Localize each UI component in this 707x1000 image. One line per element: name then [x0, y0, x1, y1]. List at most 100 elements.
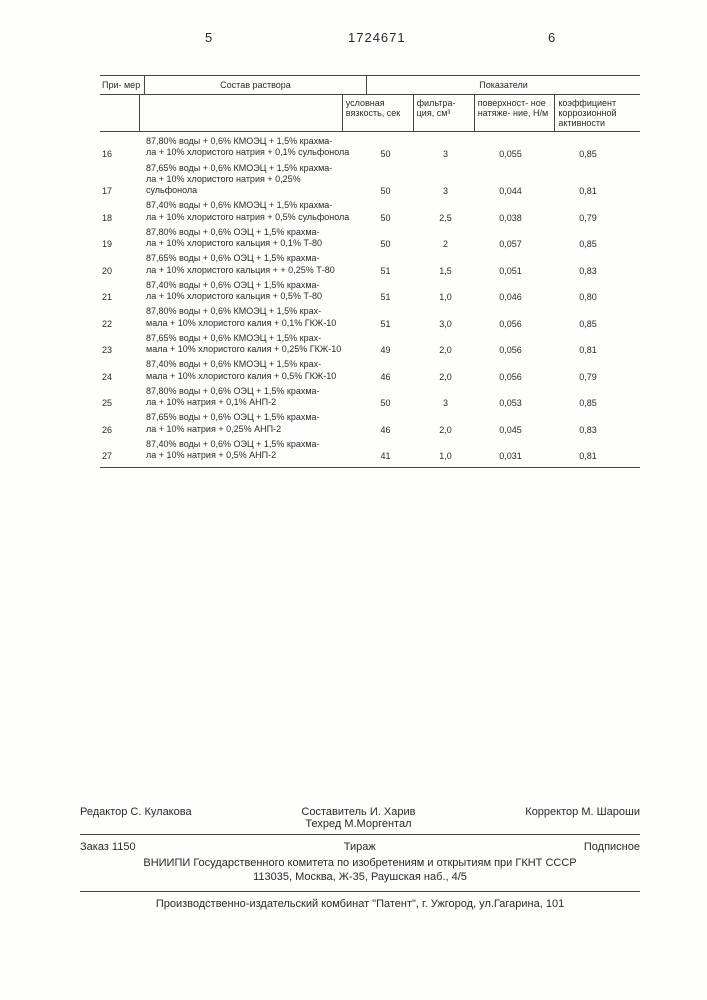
- row-viscosity: 41: [353, 451, 418, 461]
- table-row: 1687,80% воды + 0,6% КМОЭЦ + 1,5% крахма…: [100, 136, 640, 159]
- row-composition: 87,40% воды + 0,6% КМОЭЦ + 1,5% крах-мал…: [144, 359, 353, 382]
- table-endline: [100, 467, 640, 468]
- page: 5 1724671 6 При- мер Состав раствора Пок…: [0, 0, 707, 1000]
- zakaz: Заказ 1150: [80, 841, 136, 853]
- subheader-tension: поверхност- ное натяже- ние, Н/м: [475, 95, 556, 131]
- corrector: Корректор М. Шароши: [525, 806, 640, 830]
- row-composition: 87,40% воды + 0,6% КМОЭЦ + 1,5% крахма-л…: [144, 200, 353, 223]
- row-viscosity: 51: [353, 319, 418, 329]
- row-number: 23: [100, 345, 144, 355]
- row-number: 21: [100, 292, 144, 302]
- row-composition: 87,65% воды + 0,6% ОЭЦ + 1,5% крахма-ла …: [144, 412, 353, 435]
- table-subheader: условная вязкость, сек фильтра- ция, см³…: [100, 95, 640, 132]
- row-composition: 87,80% воды + 0,6% КМОЭЦ + 1,5% крахма-л…: [144, 136, 353, 159]
- podpisnoe: Подписное: [584, 841, 640, 853]
- row-filtration: 1,5: [418, 266, 473, 276]
- editor: Редактор С. Кулакова: [80, 806, 192, 830]
- subheader-corrosion: коэффициент коррозионной активности: [555, 95, 640, 131]
- table-row: 2787,40% воды + 0,6% ОЭЦ + 1,5% крахма-л…: [100, 439, 640, 462]
- row-number: 16: [100, 149, 144, 159]
- row-tension: 0,051: [473, 266, 548, 276]
- row-tension: 0,044: [473, 186, 548, 196]
- row-filtration: 3: [418, 398, 473, 408]
- row-composition: 87,65% воды + 0,6% ОЭЦ + 1,5% крахма-ла …: [144, 253, 353, 276]
- sostavitel-name: И. Харив: [370, 806, 416, 818]
- row-corrosion: 0,81: [548, 451, 628, 461]
- row-corrosion: 0,83: [548, 425, 628, 435]
- org-line: ВНИИПИ Государственного комитета по изоб…: [80, 857, 640, 869]
- data-table: При- мер Состав раствора Показатели усло…: [100, 75, 640, 468]
- row-composition: 87,80% воды + 0,6% КМОЭЦ + 1,5% крах-мал…: [144, 306, 353, 329]
- page-num-right: 6: [548, 30, 555, 45]
- row-viscosity: 50: [353, 239, 418, 249]
- row-number: 25: [100, 398, 144, 408]
- row-filtration: 3,0: [418, 319, 473, 329]
- row-corrosion: 0,83: [548, 266, 628, 276]
- tirazh: Тираж: [344, 841, 376, 853]
- table-row: 1887,40% воды + 0,6% КМОЭЦ + 1,5% крахма…: [100, 200, 640, 223]
- row-number: 24: [100, 372, 144, 382]
- subheader-viscosity: условная вязкость, сек: [343, 95, 414, 131]
- subheader-spacer: [140, 95, 342, 131]
- row-composition: 87,40% воды + 0,6% ОЭЦ + 1,5% крахма-ла …: [144, 439, 353, 462]
- table-row: 2487,40% воды + 0,6% КМОЭЦ + 1,5% крах-м…: [100, 359, 640, 382]
- table-row: 2687,65% воды + 0,6% ОЭЦ + 1,5% крахма-л…: [100, 412, 640, 435]
- header-pokazateli: Показатели: [367, 76, 640, 94]
- credits-line-1: Редактор С. Кулакова Составитель И. Хари…: [80, 802, 640, 830]
- row-composition: 87,65% воды + 0,6% КМОЭЦ + 1,5% крах-мал…: [144, 333, 353, 356]
- row-corrosion: 0,85: [548, 319, 628, 329]
- row-viscosity: 51: [353, 292, 418, 302]
- table-header: При- мер Состав раствора Показатели: [100, 75, 640, 95]
- row-composition: 87,80% воды + 0,6% ОЭЦ + 1,5% крахма-ла …: [144, 227, 353, 250]
- row-filtration: 2,5: [418, 213, 473, 223]
- row-corrosion: 0,79: [548, 372, 628, 382]
- row-corrosion: 0,81: [548, 186, 628, 196]
- row-viscosity: 49: [353, 345, 418, 355]
- row-viscosity: 50: [353, 186, 418, 196]
- table-row: 2587,80% воды + 0,6% ОЭЦ + 1,5% крахма-л…: [100, 386, 640, 409]
- row-filtration: 2,0: [418, 372, 473, 382]
- row-number: 19: [100, 239, 144, 249]
- row-filtration: 2: [418, 239, 473, 249]
- table-row: 2087,65% воды + 0,6% ОЭЦ + 1,5% крахма-л…: [100, 253, 640, 276]
- row-tension: 0,038: [473, 213, 548, 223]
- row-corrosion: 0,79: [548, 213, 628, 223]
- subheader-filtration: фильтра- ция, см³: [414, 95, 475, 131]
- corrector-name: М. Шароши: [581, 806, 640, 818]
- corrector-label: Корректор: [525, 806, 578, 818]
- row-tension: 0,055: [473, 149, 548, 159]
- row-filtration: 3: [418, 186, 473, 196]
- row-filtration: 2,0: [418, 345, 473, 355]
- row-number: 22: [100, 319, 144, 329]
- row-tension: 0,056: [473, 319, 548, 329]
- footer: Редактор С. Кулакова Составитель И. Хари…: [80, 802, 640, 910]
- row-corrosion: 0,85: [548, 398, 628, 408]
- page-num-left: 5: [205, 30, 212, 45]
- tehred-label: Техред: [305, 818, 341, 830]
- table-body: 1687,80% воды + 0,6% КМОЭЦ + 1,5% крахма…: [100, 136, 640, 461]
- row-filtration: 1,0: [418, 292, 473, 302]
- addr-line: 113035, Москва, Ж-35, Раушская наб., 4/5: [80, 871, 640, 883]
- row-viscosity: 50: [353, 149, 418, 159]
- editor-label: Редактор: [80, 806, 127, 818]
- row-composition: 87,65% воды + 0,6% КМОЭЦ + 1,5% крахма-л…: [144, 163, 353, 197]
- row-tension: 0,057: [473, 239, 548, 249]
- row-number: 17: [100, 186, 144, 196]
- table-row: 1987,80% воды + 0,6% ОЭЦ + 1,5% крахма-л…: [100, 227, 640, 250]
- order-line: Заказ 1150 Тираж Подписное: [80, 839, 640, 855]
- footer-rule: [80, 834, 640, 835]
- row-number: 18: [100, 213, 144, 223]
- row-filtration: 1,0: [418, 451, 473, 461]
- row-corrosion: 0,81: [548, 345, 628, 355]
- zakaz-number: 1150: [112, 841, 136, 853]
- sostavitel: Составитель И. Харив Техред М.Моргентал: [192, 806, 526, 830]
- row-number: 27: [100, 451, 144, 461]
- row-corrosion: 0,85: [548, 149, 628, 159]
- header-sostav: Состав раствора: [145, 76, 367, 94]
- row-tension: 0,056: [473, 372, 548, 382]
- table-row: 2387,65% воды + 0,6% КМОЭЦ + 1,5% крах-м…: [100, 333, 640, 356]
- row-corrosion: 0,80: [548, 292, 628, 302]
- table-row: 2287,80% воды + 0,6% КМОЭЦ + 1,5% крах-м…: [100, 306, 640, 329]
- row-tension: 0,031: [473, 451, 548, 461]
- row-tension: 0,046: [473, 292, 548, 302]
